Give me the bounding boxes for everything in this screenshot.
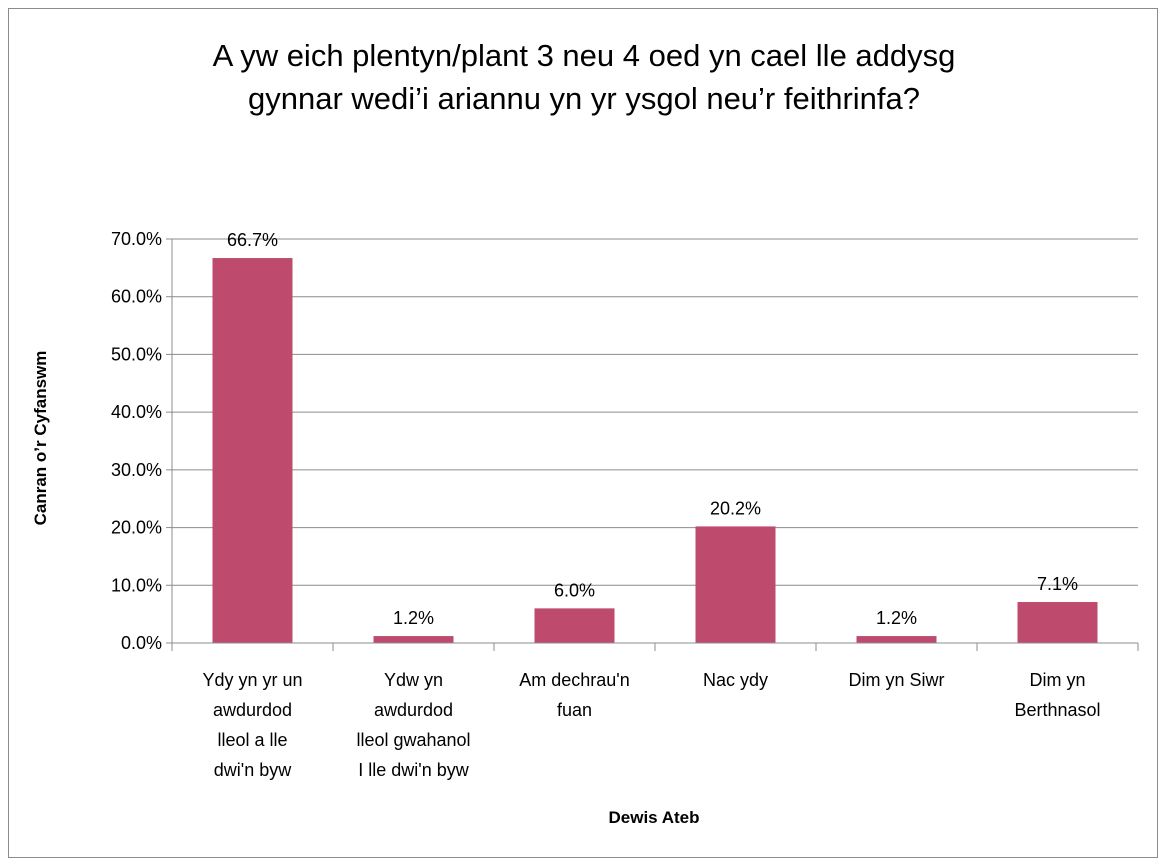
data-label: 6.0% [554,580,595,600]
y-tick-label: 70.0% [111,229,162,249]
category-label: Ydy yn yr un [202,670,302,690]
chart-title-line: A yw eich plentyn/plant 3 neu 4 oed yn c… [213,38,956,73]
y-tick-label: 20.0% [111,518,162,538]
y-tick-label: 40.0% [111,402,162,422]
category-label: Dim yn Siwr [848,670,944,690]
data-label: 1.2% [393,608,434,628]
x-axis-title: Dewis Ateb [608,808,699,827]
y-tick-label: 30.0% [111,460,162,480]
category-label: fuan [557,700,592,720]
y-tick-label: 50.0% [111,344,162,364]
y-tick-label: 10.0% [111,575,162,595]
bar [1017,602,1098,643]
data-label: 20.2% [710,498,761,518]
y-tick-label: 60.0% [111,287,162,307]
bar [695,526,776,643]
category-label: Ydw yn [384,670,443,690]
category-label: awdurdod [374,700,453,720]
category-label: lleol a lle [217,730,287,750]
category-label: awdurdod [213,700,292,720]
category-label: Am dechrau'n [519,670,630,690]
bar [534,608,615,643]
category-label: I lle dwi'n byw [358,760,469,780]
bar [856,636,937,643]
bar [373,636,454,643]
category-label: Nac ydy [703,670,768,690]
y-axis-title: Canran o’r Cyfanswm [31,351,50,526]
bar [212,258,293,643]
category-label: Dim yn [1029,670,1085,690]
data-label: 1.2% [876,608,917,628]
data-label: 7.1% [1037,574,1078,594]
category-label: Berthnasol [1014,700,1100,720]
chart-title-line: gynnar wedi’i ariannu yn yr ysgol neu’r … [248,81,920,116]
category-label: dwi'n byw [214,760,292,780]
chart-frame [8,8,1158,858]
data-label: 66.7% [227,230,278,250]
y-tick-label: 0.0% [121,633,162,653]
category-label: lleol gwahanol [356,730,470,750]
